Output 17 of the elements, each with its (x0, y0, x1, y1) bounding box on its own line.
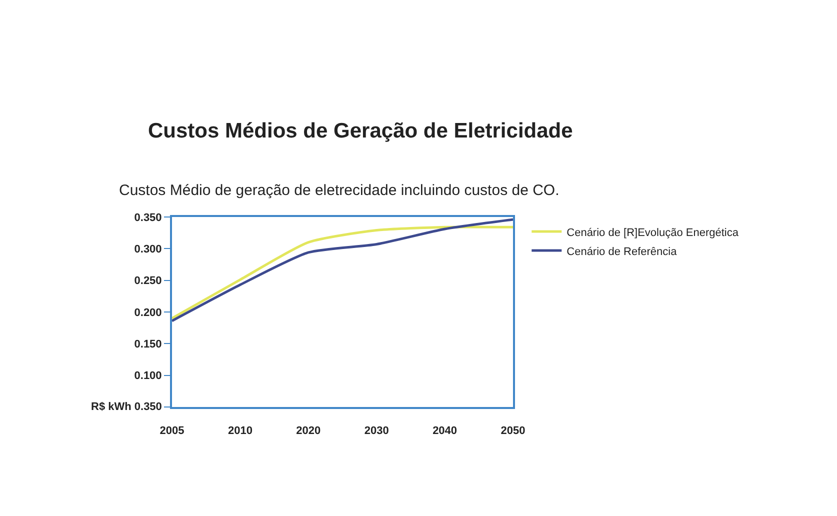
y-tick-label: 0.350 (134, 212, 162, 224)
y-tick-label: 0.300 (134, 244, 162, 256)
x-tick-label: 2040 (432, 425, 458, 438)
chart-title: Custos Médios de Geração de Eletricidade (148, 119, 573, 142)
x-tick-label: 2010 (228, 425, 252, 438)
y-axis-title: R$ kWh 0.350 (91, 401, 162, 413)
y-tick-label: 0.150 (134, 338, 162, 351)
y-tick-label: 0.250 (134, 275, 162, 288)
x-tick-label: 2050 (500, 425, 526, 438)
y-tick-label: 0.200 (134, 306, 162, 319)
chart-subtitle: Custos Médio de geração de eletrecidade incluindo custos de CO. (119, 182, 560, 199)
x-tick-label: 2020 (296, 425, 321, 438)
legend-label: Cenário de [R]Evolução Energética (566, 226, 740, 239)
x-tick-label: 2030 (364, 425, 389, 438)
x-tick-label: 2005 (160, 425, 184, 438)
legend-label: Cenário de Referência (566, 246, 678, 258)
y-tick-label: 0.100 (134, 370, 162, 382)
